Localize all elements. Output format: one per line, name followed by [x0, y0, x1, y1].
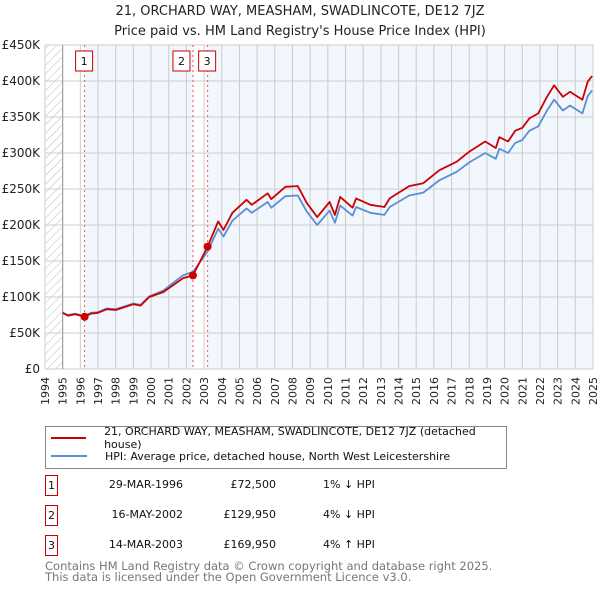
sale-price: £129,950	[223, 508, 277, 521]
x-tick-label: 2015	[410, 377, 423, 405]
x-tick-label: 2006	[251, 377, 264, 405]
table-row: 3 14-MAR-2003 £169,950 4% ↑ HPI	[45, 535, 445, 556]
legend-label: 21, ORCHARD WAY, MEASHAM, SWADLINCOTE, D…	[104, 425, 476, 451]
y-tick-label: £100K	[2, 290, 42, 304]
sale-number-badge: 2	[45, 505, 58, 526]
sale-price: £169,950	[223, 538, 277, 551]
sale-date: 29-MAR-1996	[108, 478, 183, 491]
x-tick-label: 2017	[446, 377, 459, 405]
sale-number-badge: 1	[45, 475, 58, 496]
y-tick-label: £400K	[2, 74, 42, 88]
x-tick-label: 2008	[286, 377, 299, 405]
x-tick-label: 2002	[180, 377, 193, 405]
table-row: 2 16-MAY-2002 £129,950 4% ↓ HPI	[45, 505, 445, 526]
legend-red-line-icon	[51, 437, 87, 439]
sale-hpi-diff: 4% ↑ HPI	[323, 538, 375, 551]
ownership-shade	[84, 45, 193, 369]
legend-item-hpi: HPI: Average price, detached house, Nort…	[46, 448, 450, 464]
y-tick-label: £200K	[2, 218, 42, 232]
sale-label: 1	[81, 55, 88, 68]
chart-title: 21, ORCHARD WAY, MEASHAM, SWADLINCOTE, D…	[115, 4, 485, 19]
sale-price: £72,500	[230, 478, 277, 491]
x-tick-label: 2000	[145, 377, 158, 405]
legend-item-property: 21, ORCHARD WAY, MEASHAM, SWADLINCOTE, D…	[46, 425, 506, 451]
x-tick-label: 2019	[481, 377, 494, 405]
sale-number-badge: 3	[45, 535, 58, 556]
sale-point	[203, 242, 212, 251]
y-tick-label: £0	[25, 362, 40, 376]
x-tick-label: 1999	[127, 377, 140, 405]
x-tick-label: 2004	[216, 377, 229, 405]
x-tick-label: 2025	[587, 377, 600, 405]
footer-licence: This data is licensed under the Open Gov…	[45, 570, 412, 584]
sale-date: 14-MAR-2003	[108, 538, 183, 551]
y-tick-label: £450K	[2, 38, 42, 52]
price-paid-series-line	[62, 75, 593, 318]
x-tick-label: 1997	[92, 377, 105, 405]
x-tick-label: 1995	[57, 377, 70, 405]
x-tick-label: 2005	[233, 377, 246, 405]
x-tick-label: 2014	[393, 377, 406, 405]
x-tick-label: 2007	[269, 377, 282, 405]
sale-label: 2	[178, 55, 185, 68]
sale-hpi-diff: 4% ↓ HPI	[323, 508, 375, 521]
sale-point	[80, 312, 89, 321]
x-tick-label: 2013	[375, 377, 388, 405]
footer-copyright: Contains HM Land Registry data © Crown c…	[45, 559, 493, 573]
x-tick-label: 1996	[74, 377, 87, 405]
sale-date: 16-MAY-2002	[111, 508, 183, 521]
x-tick-label: 2024	[569, 377, 582, 405]
sale-label-box	[198, 50, 217, 72]
sale-label-box	[75, 50, 94, 72]
x-tick-label: 1994	[39, 377, 52, 405]
line-chart: 1994 1995 1996 1997 1998 1999 2000 2001 2002 2003…	[2, 38, 600, 405]
sale-hpi-diff: 1% ↓ HPI	[323, 478, 375, 491]
x-tick-label: 2023	[552, 377, 565, 405]
chart-subtitle: Price paid vs. HM Land Registry's House …	[114, 24, 486, 39]
x-tick-label: 2009	[304, 377, 317, 405]
ownership-shade	[207, 45, 593, 369]
sale-label-box	[172, 50, 191, 72]
legend-label: HPI: Average price, detached house, Nort…	[105, 449, 451, 463]
sale-point	[188, 271, 197, 280]
y-tick-label: £300K	[2, 146, 42, 160]
x-tick-label: 2021	[516, 377, 529, 405]
x-tick-label: 2003	[198, 377, 211, 405]
legend-blue-line-icon	[51, 455, 87, 457]
x-tick-label: 2020	[499, 377, 512, 405]
x-tick-label: 1998	[110, 377, 123, 405]
x-tick-label: 2022	[534, 377, 547, 405]
table-row: 1 29-MAR-1996 £72,500 1% ↓ HPI	[45, 475, 445, 496]
x-tick-label: 2001	[163, 377, 176, 405]
x-tick-label: 2010	[322, 377, 335, 405]
x-tick-label: 2016	[428, 377, 441, 405]
y-tick-label: £350K	[2, 110, 42, 124]
x-tick-label: 2011	[340, 377, 353, 405]
y-tick-label: £50K	[9, 326, 41, 340]
sale-label: 3	[204, 55, 211, 68]
legend: 21, ORCHARD WAY, MEASHAM, SWADLINCOTE, D…	[45, 425, 507, 469]
y-tick-label: £150K	[2, 254, 42, 268]
x-tick-label: 2012	[357, 377, 370, 405]
no-data-hatch	[45, 45, 63, 369]
x-tick-label: 2018	[463, 377, 476, 405]
y-tick-label: £250K	[2, 182, 42, 196]
